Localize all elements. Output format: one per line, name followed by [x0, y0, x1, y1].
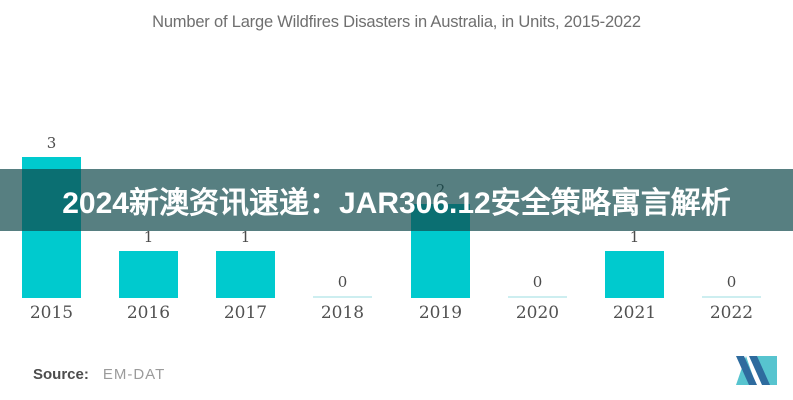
- bar: [216, 251, 275, 298]
- bar-year-label: 2016: [126, 303, 171, 323]
- bar-value-label: 0: [337, 273, 348, 291]
- chart-title: Number of Large Wildfires Disasters in A…: [152, 13, 641, 31]
- bar: [313, 296, 372, 298]
- bar-year-label: 2015: [29, 303, 74, 323]
- bar-value-label: 0: [532, 273, 543, 291]
- bar-value-label: 0: [726, 273, 737, 291]
- bar-year-label: 2020: [515, 303, 560, 323]
- bar-year-label: 2017: [223, 303, 268, 323]
- bar-value-label: 1: [143, 228, 154, 246]
- bar-value-label: 1: [240, 228, 251, 246]
- bar-year-label: 2018: [320, 303, 365, 323]
- source-label: Source:: [33, 366, 89, 383]
- bar-year-label: 2021: [612, 303, 657, 323]
- bar-value-label: 3: [46, 134, 57, 152]
- source-attribution: Source: EM-DAT: [33, 366, 165, 383]
- bar-year-label: 2022: [709, 303, 754, 323]
- bar: [702, 296, 761, 298]
- watermark-banner-text: 2024新澳资讯速递：JAR306.12安全策略寓言解析: [62, 187, 731, 220]
- bar: [605, 251, 664, 298]
- bar-year-label: 2019: [418, 303, 463, 323]
- bar: [508, 296, 567, 298]
- bar: [119, 251, 178, 298]
- watermark-banner: 2024新澳资讯速递：JAR306.12安全策略寓言解析: [0, 169, 793, 231]
- bar-value-label: 1: [629, 228, 640, 246]
- source-value: EM-DAT: [102, 366, 166, 383]
- mordor-intelligence-logo: [736, 356, 777, 385]
